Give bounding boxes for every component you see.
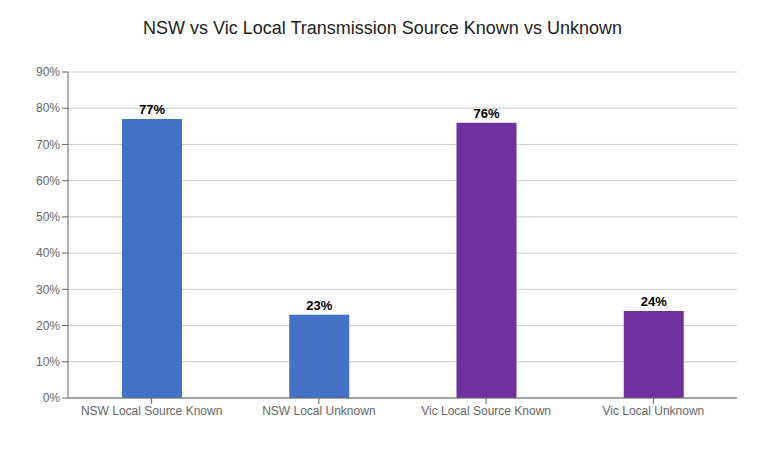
svg-text:20%: 20% xyxy=(36,319,60,333)
svg-text:50%: 50% xyxy=(36,210,60,224)
svg-text:80%: 80% xyxy=(36,101,60,115)
svg-text:10%: 10% xyxy=(36,355,60,369)
svg-text:23%: 23% xyxy=(306,298,332,313)
svg-text:77%: 77% xyxy=(139,102,165,117)
svg-text:60%: 60% xyxy=(36,174,60,188)
svg-text:40%: 40% xyxy=(36,246,60,260)
svg-text:NSW Local Unknown: NSW Local Unknown xyxy=(262,404,375,418)
svg-text:76%: 76% xyxy=(473,106,499,121)
svg-text:Vic Local Unknown: Vic Local Unknown xyxy=(602,404,704,418)
html-text:NSW vs Vic Local Transmission: NSW vs Vic Local Transmission Source Kno… xyxy=(143,18,622,38)
svg-text:90%: 90% xyxy=(36,65,60,79)
svg-text:Vic Local Source Known: Vic Local Source Known xyxy=(421,404,551,418)
svg-text:70%: 70% xyxy=(36,138,60,152)
svg-text:30%: 30% xyxy=(36,283,60,297)
svg-text:24%: 24% xyxy=(641,294,667,309)
svg-text:NSW Local Source Known: NSW Local Source Known xyxy=(81,404,222,418)
svg-text:0%: 0% xyxy=(43,391,61,405)
